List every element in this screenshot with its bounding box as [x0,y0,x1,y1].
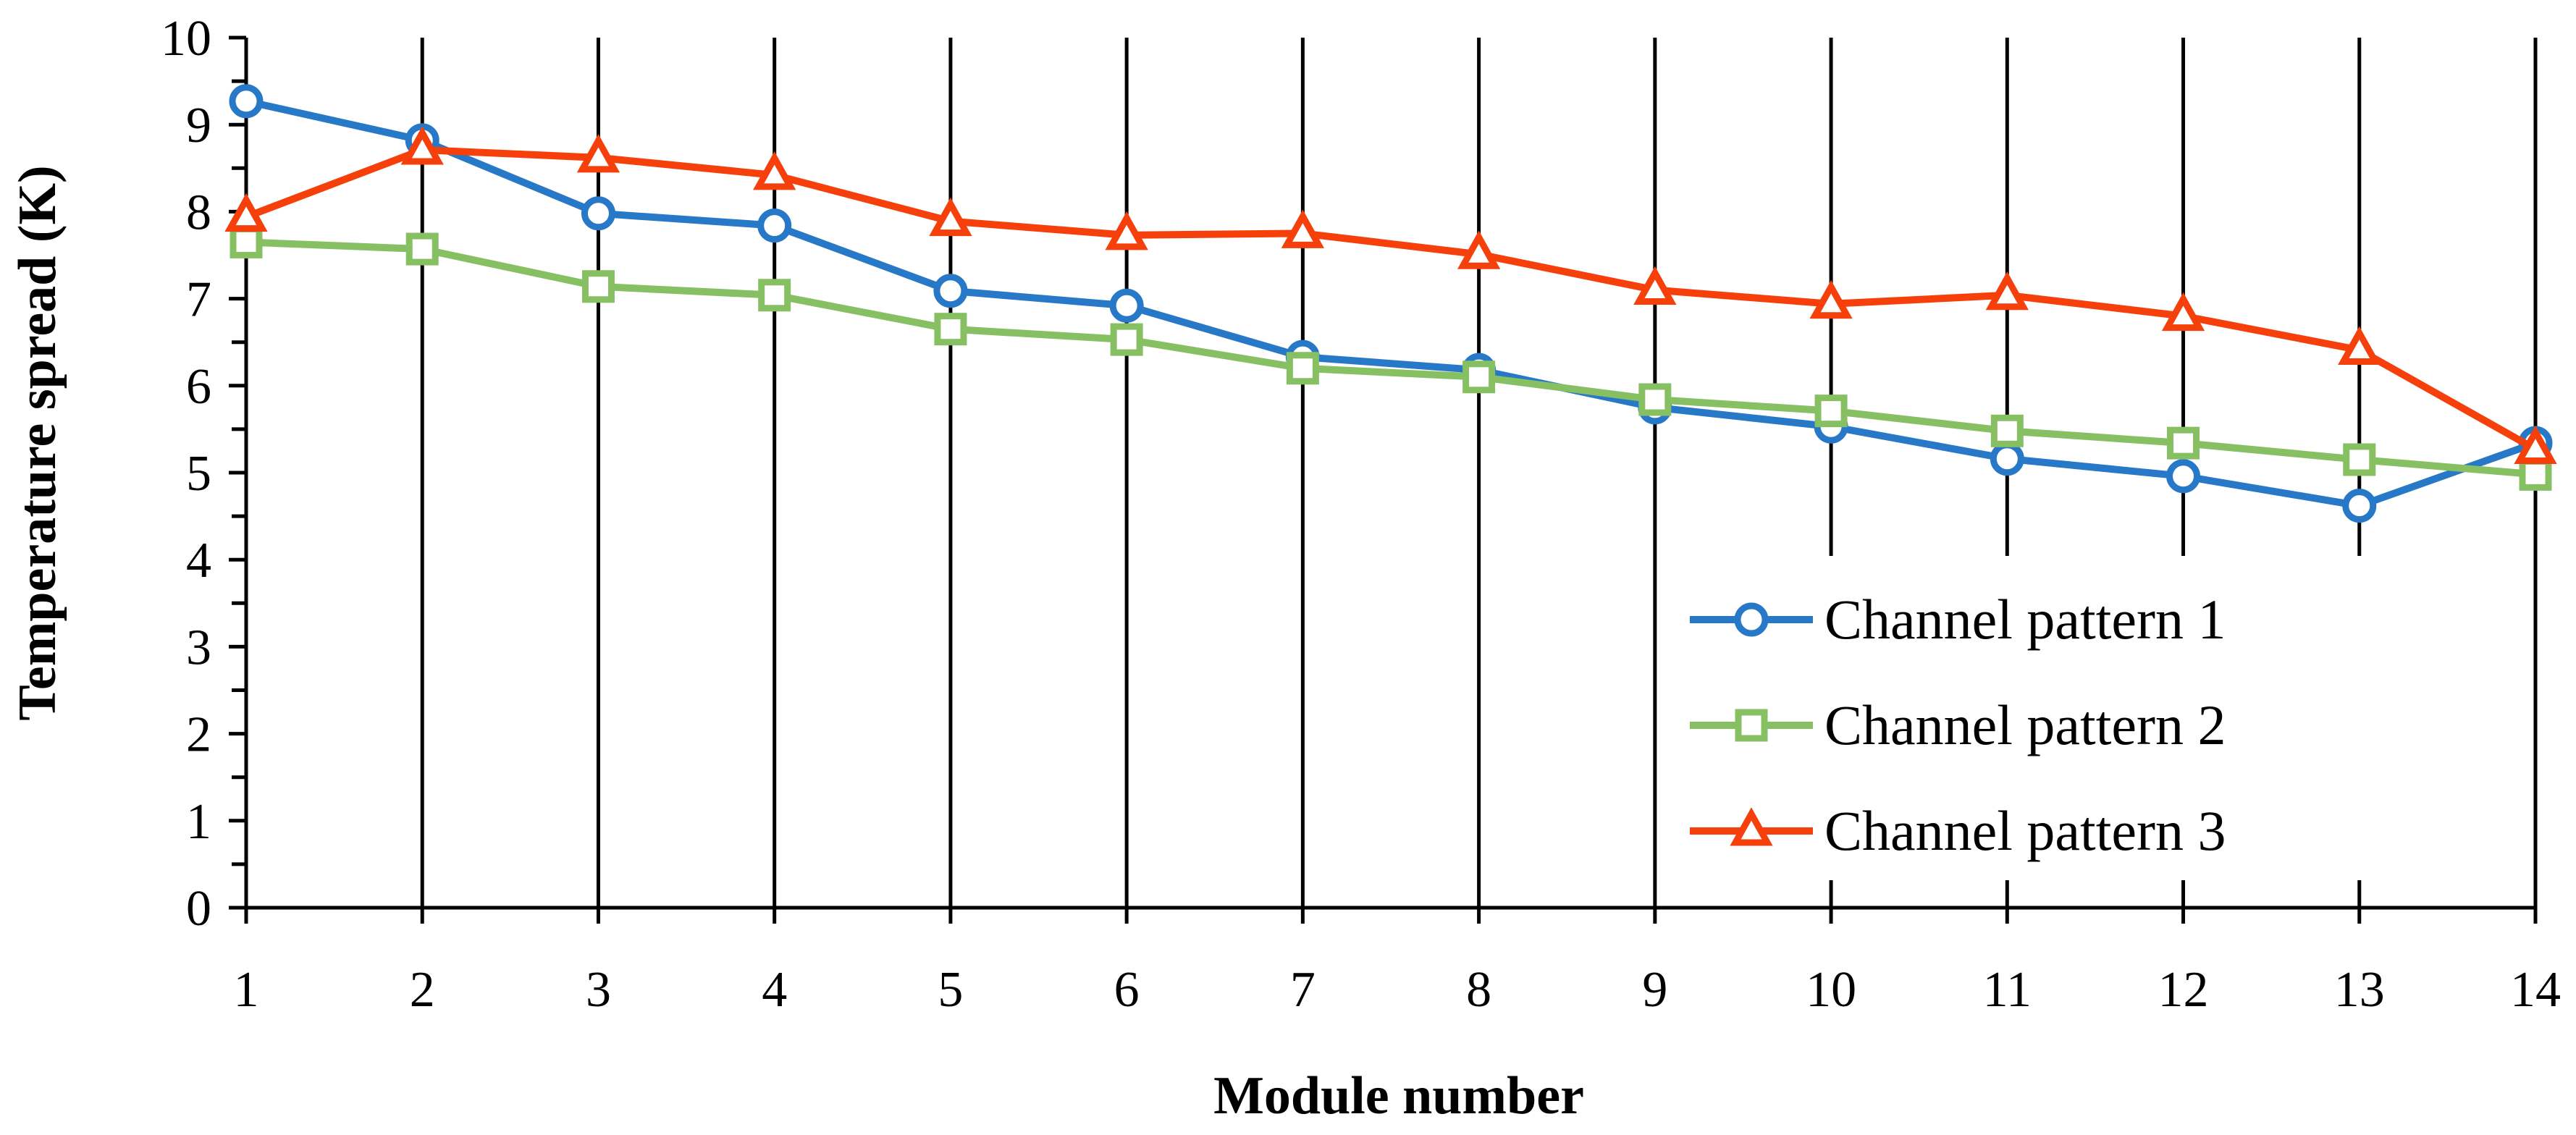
series-line [245,238,2536,478]
x-tick-label: 11 [1983,962,2032,1018]
legend-box [1683,556,2392,880]
data-point [753,151,796,190]
y-tick-label: 10 [161,11,211,67]
data-series [224,84,2557,523]
legend-item: Channel pattern 1 [1690,588,2226,651]
data-point [576,134,620,173]
x-tick-label: 14 [2510,962,2561,1018]
y-tick-label: 9 [186,98,211,153]
data-point [758,279,791,312]
y-tick-label: 7 [186,272,211,328]
data-point [230,225,263,258]
y-tick-label: 5 [186,446,211,502]
data-point [934,313,967,346]
y-tick-label: 2 [186,707,211,763]
data-point [1633,266,1677,305]
data-point [1457,230,1501,269]
x-tick-label: 13 [2334,962,2385,1018]
x-tick-label: 12 [2158,962,2209,1018]
legend-marker [1730,807,1773,846]
data-point [757,208,792,243]
x-tick-label: 1 [234,962,259,1018]
legend-label: Channel pattern 1 [1824,588,2226,651]
data-point [405,232,439,266]
data-point [1638,383,1672,416]
data-point [400,126,444,165]
x-tick-label: 8 [1466,962,1491,1018]
y-tick-label: 1 [186,794,211,850]
data-point [1462,360,1496,394]
x-tick-label: 4 [762,962,787,1018]
series-1 [229,84,2553,523]
data-point [1990,414,2024,447]
data-point [229,84,264,119]
y-tick-label: 4 [186,533,211,588]
series-2 [230,225,2552,491]
x-tick-label: 3 [586,962,611,1018]
data-point [933,274,968,308]
data-point [2519,457,2552,491]
data-point [1105,211,1148,250]
y-tick-label: 0 [186,881,211,937]
data-point [1286,352,1319,385]
series-line [245,97,2537,510]
data-point [2343,443,2376,476]
y-tick-label: 3 [186,620,211,675]
data-point [1814,394,1848,428]
legend-item: Channel pattern 2 [1690,693,2226,756]
data-point [1990,442,2024,476]
data-point [2166,459,2201,494]
x-tick-label: 5 [938,962,963,1018]
series-3 [224,126,2557,465]
data-point [2514,425,2557,465]
legend-marker [1734,602,1769,637]
data-point [2161,292,2205,332]
legend-label: Channel pattern 3 [1824,799,2226,862]
legend-marker [1735,709,1768,742]
x-tick-label: 9 [1642,962,1667,1018]
x-tick-label: 6 [1114,962,1140,1018]
data-point [581,270,615,303]
data-point [2167,426,2200,460]
data-point [1109,288,1144,323]
x-tick-label: 10 [1806,962,1856,1018]
y-axis-title: Temperature spread (K) [8,165,67,720]
data-point [2338,326,2381,365]
series-line [245,146,2538,452]
data-point [2342,489,2377,523]
y-tick-label: 6 [186,359,211,415]
data-point [929,197,972,237]
x-axis-title: Module number [1213,1066,1584,1126]
data-point [1809,280,1853,319]
legend-label: Channel pattern 2 [1824,693,2226,756]
legend: Channel pattern 1 Channel pattern 2 Channe… [1683,556,2392,880]
y-tick-label: 8 [186,185,211,240]
x-tick-label: 2 [410,962,435,1018]
data-point [581,196,615,231]
data-point [1281,209,1325,248]
x-tick-label: 7 [1290,962,1316,1018]
legend-item: Channel pattern 3 [1690,799,2226,862]
data-point [224,193,268,232]
data-point [1985,271,2029,311]
data-point [1110,323,1143,356]
axes [229,35,2535,924]
